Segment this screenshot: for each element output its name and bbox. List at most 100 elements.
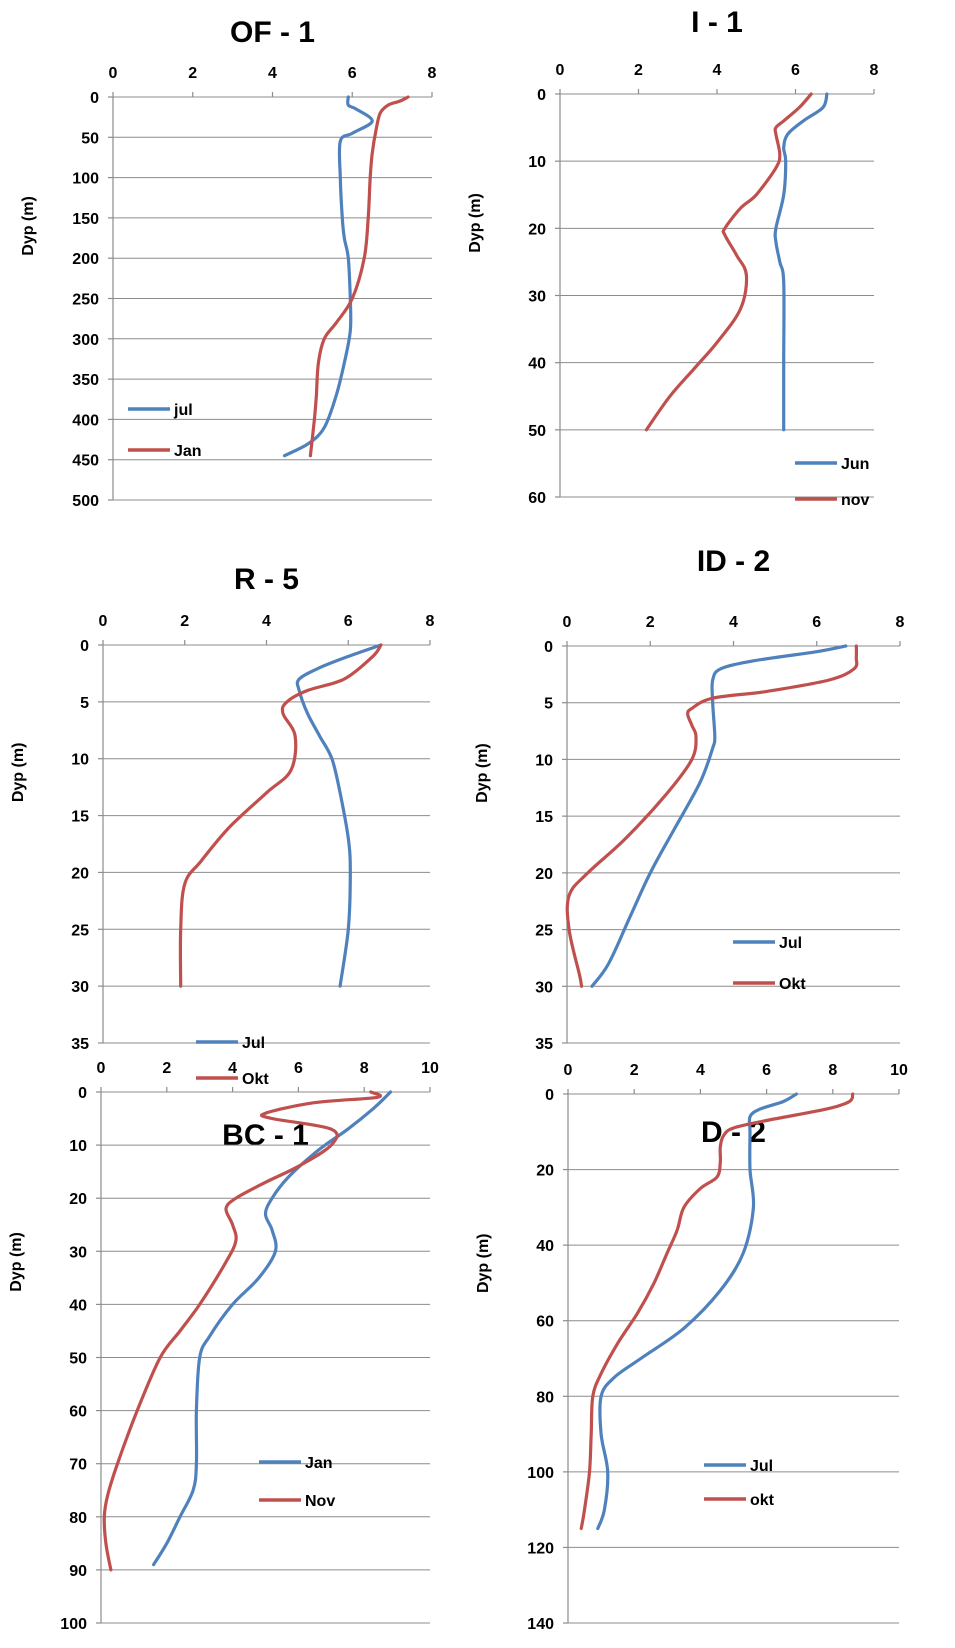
y-tick-label: 0 (544, 639, 553, 656)
y-tick-label: 10 (528, 154, 546, 171)
y-tick-label: 40 (528, 356, 546, 373)
legend-label: nov (841, 492, 870, 509)
legend-label: Nov (305, 1493, 335, 1510)
chart-panel-4: ID - 2 0 5 10 15 20 25 30 35 0 2 4 6 8 Dyp (m) Jul Okt (474, 545, 905, 1053)
series-line-nov (102, 1090, 383, 1572)
y-tick-label: 30 (535, 979, 553, 996)
y-tick-label: 100 (527, 1465, 554, 1482)
y-axis-label: Dyp (m) (10, 743, 27, 803)
x-tick-label: 6 (791, 62, 800, 79)
x-tick-label: 0 (97, 1060, 106, 1077)
x-tick-label: 2 (630, 1062, 639, 1079)
y-tick-label: 200 (72, 251, 99, 268)
chart-panel-5: BC - 1 0 10 20 30 40 50 60 70 80 90 100 0 2 4 6 8 10 Dyp (… (8, 1060, 439, 1633)
y-axis-label: Dyp (m) (475, 1233, 492, 1293)
x-tick-label: 0 (563, 614, 572, 631)
y-tick-label: 10 (71, 752, 89, 769)
x-tick-label: 0 (556, 62, 565, 79)
y-tick-label: 500 (72, 493, 99, 510)
y-tick-label: 0 (80, 638, 89, 655)
y-axis-label: Dyp (m) (20, 196, 37, 256)
x-tick-label: 2 (180, 613, 189, 630)
chart-title: I - 1 (691, 6, 743, 39)
y-tick-label: 25 (71, 922, 89, 939)
legend-label: Jul (779, 935, 802, 952)
series-line-nov (644, 92, 813, 432)
y-tick-label: 20 (71, 865, 89, 882)
legend-label: Jul (242, 1035, 265, 1052)
x-tick-label: 10 (890, 1062, 908, 1079)
y-tick-label: 25 (535, 923, 553, 940)
y-axis-label: Dyp (m) (467, 193, 484, 253)
y-axis-label: Dyp (m) (474, 743, 491, 803)
y-tick-label: 100 (60, 1616, 87, 1633)
x-tick-label: 6 (294, 1060, 303, 1077)
y-tick-label: 30 (528, 289, 546, 306)
chart-title: OF - 1 (230, 16, 315, 49)
y-tick-label: 350 (72, 372, 99, 389)
x-tick-label: 2 (188, 65, 197, 82)
x-tick-label: 8 (428, 65, 437, 82)
x-tick-label: 2 (162, 1060, 171, 1077)
x-tick-label: 4 (729, 614, 738, 631)
x-tick-label: 8 (896, 614, 905, 631)
y-tick-label: 10 (69, 1138, 87, 1155)
y-tick-label: 5 (544, 696, 553, 713)
series-line-jul (295, 643, 383, 988)
y-tick-label: 60 (536, 1314, 554, 1331)
series-line-jul (596, 1092, 798, 1531)
y-tick-label: 0 (537, 87, 546, 104)
series-line-jan (308, 95, 410, 458)
y-tick-label: 100 (72, 171, 99, 188)
y-tick-label: 400 (72, 412, 99, 429)
y-tick-label: 300 (72, 332, 99, 349)
x-tick-label: 10 (421, 1060, 439, 1077)
chart-title: ID - 2 (697, 545, 770, 578)
series-line-jul (590, 644, 848, 988)
y-tick-label: 20 (536, 1163, 554, 1180)
x-tick-label: 0 (99, 613, 108, 630)
chart-title: R - 5 (234, 563, 299, 596)
x-tick-label: 8 (870, 62, 879, 79)
series-line-okt (579, 1092, 855, 1531)
y-tick-label: 0 (78, 1085, 87, 1102)
x-tick-label: 0 (564, 1062, 573, 1079)
y-tick-label: 250 (72, 292, 99, 309)
x-tick-label: 4 (696, 1062, 705, 1079)
series-line-okt (178, 643, 383, 988)
x-tick-label: 6 (812, 614, 821, 631)
chart-panel-2: I - 1 0 10 20 30 40 50 60 0 2 4 6 8 Dyp (m) Jun nov (467, 6, 879, 509)
x-tick-label: 6 (348, 65, 357, 82)
y-tick-label: 20 (535, 866, 553, 883)
y-tick-label: 20 (69, 1191, 87, 1208)
legend-label: jul (173, 402, 193, 419)
x-tick-label: 4 (713, 62, 722, 79)
y-tick-label: 15 (535, 809, 553, 826)
x-tick-label: 4 (268, 65, 277, 82)
series-line-jan (152, 1090, 393, 1567)
legend-label: Okt (242, 1071, 269, 1088)
y-tick-label: 50 (69, 1351, 87, 1368)
y-tick-label: 150 (72, 211, 99, 228)
y-axis-label: Dyp (m) (8, 1232, 25, 1292)
legend-label: Jul (750, 1458, 773, 1475)
y-tick-label: 70 (69, 1457, 87, 1474)
y-tick-label: 0 (90, 90, 99, 107)
series-line-okt (565, 644, 859, 988)
y-tick-label: 80 (536, 1389, 554, 1406)
chart-title: BC - 1 (222, 1119, 309, 1152)
legend-label: Jun (841, 456, 869, 473)
legend-label: Okt (779, 976, 806, 993)
x-tick-label: 2 (634, 62, 643, 79)
y-tick-label: 80 (69, 1510, 87, 1527)
y-tick-label: 60 (528, 490, 546, 507)
y-tick-label: 5 (80, 695, 89, 712)
y-tick-label: 30 (71, 979, 89, 996)
y-tick-label: 90 (69, 1563, 87, 1580)
x-tick-label: 6 (344, 613, 353, 630)
y-tick-label: 50 (528, 423, 546, 440)
y-tick-label: 35 (71, 1036, 89, 1053)
